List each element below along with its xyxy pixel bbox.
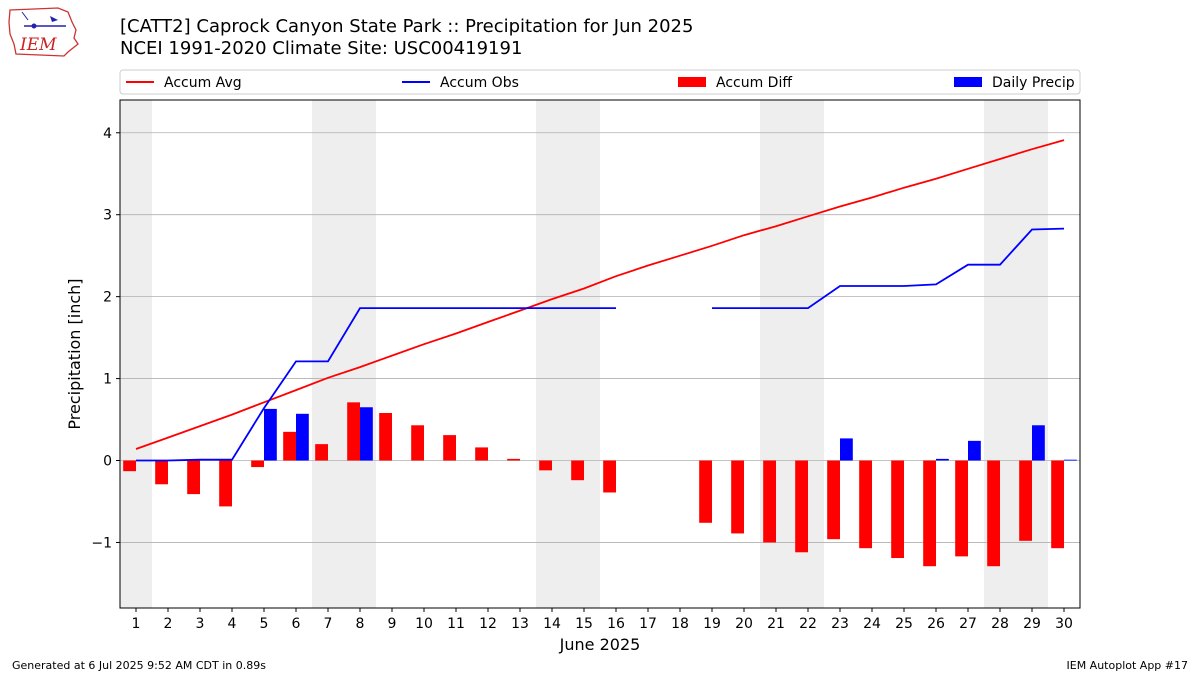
xtick-label-16: 16 — [607, 616, 625, 632]
ytick-label-1: 1 — [103, 372, 112, 388]
xtick-label-22: 22 — [799, 616, 817, 632]
legend-label-0: Accum Avg — [164, 75, 242, 91]
xtick-label-19: 19 — [703, 616, 721, 632]
diff-bar-day-25 — [891, 460, 904, 559]
y-axis-label: Precipitation [inch] — [65, 278, 84, 429]
accum-obs-line — [136, 227, 1065, 462]
diff-bar-day-27 — [955, 460, 968, 557]
diff-bar-day-11 — [443, 435, 456, 461]
legend-label-3: Daily Precip — [992, 75, 1075, 91]
logo-text: IEM — [19, 35, 57, 55]
legend-swatch-3 — [954, 77, 982, 87]
daily-bar-day-30 — [1064, 459, 1077, 461]
xtick-label-8: 8 — [356, 616, 365, 632]
ytick-label-2: 2 — [103, 290, 112, 306]
xtick-label-30: 30 — [1055, 616, 1073, 632]
diff-bar-day-8 — [347, 402, 360, 461]
xtick-label-28: 28 — [991, 616, 1009, 632]
xtick-label-4: 4 — [228, 616, 237, 632]
diff-bar-day-21 — [763, 460, 776, 543]
diff-bar-day-9 — [379, 412, 392, 461]
diff-bar-day-22 — [795, 460, 808, 553]
legend-swatch-2 — [678, 77, 706, 87]
xtick-label-10: 10 — [415, 616, 433, 632]
xtick-label-1: 1 — [132, 616, 141, 632]
legend-label-1: Accum Obs — [440, 75, 519, 91]
diff-bar-day-15 — [571, 460, 584, 481]
chart-title: [CATT2] Caprock Canyon State Park :: Pre… — [120, 16, 693, 60]
diff-bar-day-20 — [731, 460, 744, 534]
ytick-label--1: −1 — [91, 535, 112, 551]
legend-box — [119, 69, 1081, 95]
daily-bar-day-26 — [936, 458, 949, 461]
diff-bar-day-3 — [187, 460, 200, 495]
xtick-label-25: 25 — [895, 616, 913, 632]
xtick-label-15: 15 — [575, 616, 593, 632]
daily-bar-day-27 — [968, 440, 981, 461]
diff-bar-day-6 — [283, 431, 296, 461]
ytick-label-3: 3 — [103, 208, 112, 224]
daily-bar-day-6 — [296, 413, 309, 461]
daily-bar-day-23 — [840, 438, 853, 461]
diff-bar-day-12 — [475, 447, 488, 461]
accum-avg-line — [135, 139, 1065, 450]
diff-bar-day-4 — [219, 460, 232, 507]
daily-bar-day-5 — [264, 408, 277, 461]
weekend-shade-2 — [536, 100, 600, 608]
xtick-label-26: 26 — [927, 616, 945, 632]
xtick-label-23: 23 — [831, 616, 849, 632]
xtick-label-7: 7 — [324, 616, 333, 632]
diff-bar-day-16 — [603, 460, 616, 493]
xtick-label-6: 6 — [292, 616, 301, 632]
daily-bar-day-8 — [360, 407, 373, 461]
diff-bar-day-23 — [827, 460, 840, 540]
plot-frame — [119, 99, 1081, 609]
diff-bar-day-5 — [251, 460, 264, 468]
title-line-2: NCEI 1991-2020 Climate Site: USC00419191 — [120, 38, 523, 59]
weekend-shade-0 — [120, 100, 152, 608]
title-line-1: [CATT2] Caprock Canyon State Park :: Pre… — [120, 16, 694, 37]
xtick-label-11: 11 — [447, 616, 465, 632]
diff-bar-day-29 — [1019, 460, 1032, 541]
xtick-label-13: 13 — [511, 616, 529, 632]
xtick-label-12: 12 — [479, 616, 497, 632]
ytick-label-0: 0 — [103, 454, 112, 470]
diff-bar-day-24 — [859, 460, 872, 549]
diff-bar-day-1 — [123, 460, 136, 472]
xtick-label-3: 3 — [196, 616, 205, 632]
ytick-label-4: 4 — [103, 126, 112, 142]
xtick-label-5: 5 — [260, 616, 269, 632]
xtick-label-29: 29 — [1023, 616, 1041, 632]
iem-logo: IEM — [8, 7, 79, 57]
diff-bar-day-7 — [315, 444, 328, 461]
diff-bar-day-19 — [699, 460, 712, 523]
diff-bar-day-26 — [923, 460, 936, 567]
xtick-label-20: 20 — [735, 616, 753, 632]
xtick-label-9: 9 — [388, 616, 397, 632]
footer-app: IEM Autoplot App #17 — [1066, 659, 1189, 672]
diff-bar-day-28 — [987, 460, 1000, 567]
diff-bar-day-10 — [411, 425, 424, 461]
xtick-label-18: 18 — [671, 616, 689, 632]
footer-generated: Generated at 6 Jul 2025 9:52 AM CDT in 0… — [12, 659, 266, 672]
daily-bar-day-29 — [1032, 425, 1045, 461]
xtick-label-24: 24 — [863, 616, 881, 632]
xtick-label-27: 27 — [959, 616, 977, 632]
diff-bar-day-13 — [507, 458, 520, 461]
diff-bar-day-14 — [539, 460, 552, 471]
xtick-label-21: 21 — [767, 616, 785, 632]
xtick-label-2: 2 — [164, 616, 173, 632]
weekend-shade-1 — [312, 100, 376, 608]
diff-bar-day-30 — [1051, 460, 1064, 549]
x-axis-label: June 2025 — [559, 635, 641, 654]
xtick-label-17: 17 — [639, 616, 657, 632]
legend-label-2: Accum Diff — [716, 75, 792, 91]
diff-bar-day-2 — [155, 460, 168, 485]
xtick-label-14: 14 — [543, 616, 561, 632]
